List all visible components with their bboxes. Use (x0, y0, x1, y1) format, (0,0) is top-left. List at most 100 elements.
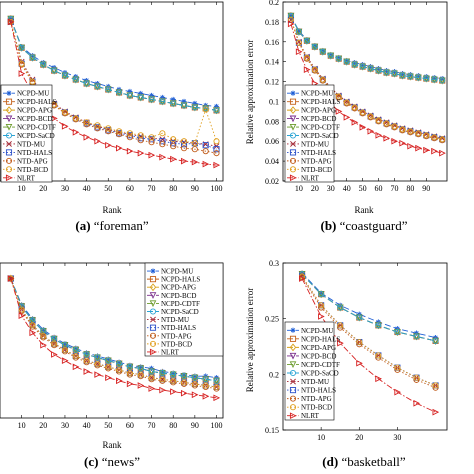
data-point (202, 382, 209, 389)
data-point (320, 48, 326, 54)
data-point (159, 153, 166, 161)
y-tick-label: 0.15 (265, 426, 279, 435)
legend-item: NTD-BCD (3, 166, 48, 174)
x-tick-label: 70 (390, 184, 398, 193)
legend-item: NTD-HALS (147, 324, 196, 332)
data-point (399, 71, 406, 77)
data-point (407, 71, 413, 78)
legend-label: NCPD-HALS (161, 276, 200, 284)
x-tick-label: 10 (295, 184, 303, 193)
x-axis-label: Rank (103, 440, 122, 450)
data-point (170, 100, 177, 107)
data-point (126, 147, 134, 155)
x-tick-label: 30 (393, 433, 401, 442)
data-point (170, 370, 176, 376)
data-point (94, 371, 102, 378)
legend-item: NLRT (287, 412, 320, 420)
data-point (343, 58, 350, 65)
data-point (394, 388, 402, 396)
data-point (311, 66, 318, 73)
data-point (191, 146, 198, 153)
legend-label: NCPD-APG (301, 107, 336, 115)
data-point (159, 98, 166, 105)
data-point (344, 58, 350, 64)
data-point (137, 135, 144, 142)
data-point (51, 340, 58, 347)
data-point (159, 138, 166, 145)
x-tick-label: 40 (343, 184, 351, 193)
legend-item: NCPD-HALS (147, 276, 200, 284)
data-point (180, 102, 188, 109)
series-line-ncpd-sacd (290, 15, 443, 82)
y-tick-label: 0.04 (265, 157, 279, 166)
legend-marker (290, 141, 296, 147)
series-layer (7, 14, 221, 169)
data-point (40, 327, 46, 333)
data-point (116, 377, 123, 385)
y-tick-label: 0.18 (265, 18, 279, 27)
data-point (337, 304, 344, 311)
x-tick-label: 80 (169, 421, 177, 430)
x-tick-label: 90 (191, 184, 199, 193)
data-point (18, 306, 25, 313)
data-point (148, 96, 155, 103)
data-point (319, 76, 326, 83)
data-point (148, 385, 156, 392)
data-point (180, 379, 188, 386)
data-point (192, 100, 198, 107)
plot-frame (282, 262, 448, 431)
data-point (116, 144, 123, 152)
legend-item: NCPD-MU (287, 90, 333, 98)
data-point (84, 350, 90, 356)
caption-label: (c) (84, 454, 102, 469)
data-point (303, 54, 310, 61)
data-point (367, 64, 374, 70)
legend-box (144, 262, 224, 357)
data-point (415, 72, 421, 79)
data-point (116, 128, 123, 135)
legend-item: NCPD-APG (287, 343, 336, 352)
data-point (126, 130, 133, 137)
data-point (415, 130, 422, 137)
legend-label: NTD-MU (17, 140, 45, 148)
legend-box (284, 84, 335, 183)
legend-item: NLRT (147, 348, 180, 356)
legend-item: NTD-BCD (147, 340, 192, 348)
data-point (137, 371, 144, 378)
legend-item: NLRT (287, 174, 320, 182)
legend-item: NCPD-APG (3, 106, 52, 115)
data-point (137, 382, 145, 389)
chart-panel-b: 10 20 30 40 50 60 70 80 90 0.02 0.04 0.06 0.08 0.1 0.1… (245, 0, 448, 233)
data-point (312, 43, 318, 49)
data-point (29, 321, 36, 329)
series-line-ntd-apg (290, 19, 443, 141)
data-point (73, 345, 79, 351)
plot-frame (0, 1, 224, 182)
data-point (159, 386, 166, 394)
legend-label: NTD-HALS (17, 149, 52, 157)
x-tick-label: 90 (422, 184, 430, 193)
legend-label: NCPD-BCD (161, 292, 196, 300)
x-tick-label: 10 (317, 433, 325, 442)
legend-marker (290, 327, 296, 333)
data-point (359, 109, 366, 116)
data-point (432, 337, 439, 344)
legend-label: NTD-APG (161, 332, 192, 340)
data-point (295, 28, 302, 35)
legend-item: NTD-HALS (3, 149, 52, 157)
data-point (94, 353, 101, 359)
legend-marker (149, 348, 157, 356)
data-point (51, 334, 57, 340)
data-point (439, 75, 445, 82)
data-point (170, 136, 177, 143)
data-point (213, 146, 220, 153)
legend-item: NTD-MU (147, 316, 189, 324)
data-point (202, 392, 210, 400)
data-point (61, 72, 69, 79)
series-line-ncpd-mu (301, 272, 436, 339)
legend-marker (5, 132, 13, 139)
data-point (327, 52, 334, 59)
data-point (191, 380, 198, 387)
data-point (423, 132, 430, 139)
data-point (343, 99, 350, 106)
